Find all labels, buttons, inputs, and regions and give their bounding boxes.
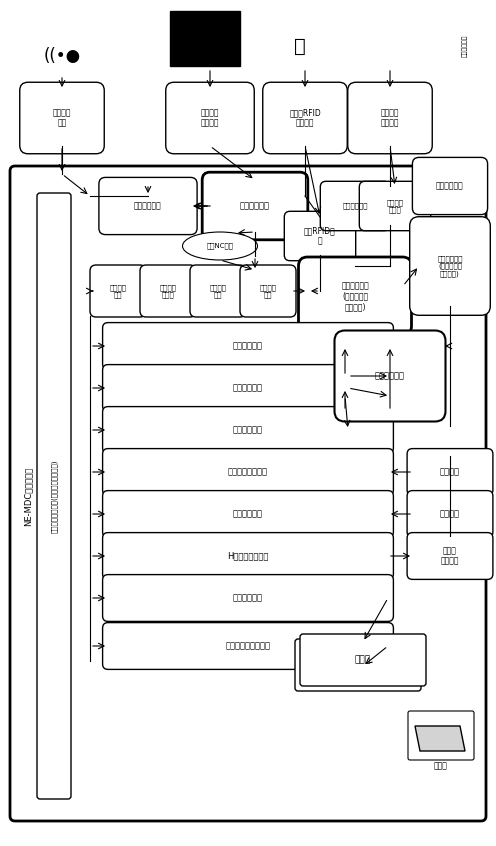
Ellipse shape	[183, 232, 257, 260]
Text: 触摸面板模块
(任务参数、
提醒报告): 触摸面板模块 (任务参数、 提醒报告)	[437, 255, 463, 277]
Text: 设备管理: 设备管理	[440, 509, 460, 519]
FancyBboxPatch shape	[300, 634, 426, 686]
FancyBboxPatch shape	[103, 623, 393, 669]
Text: 作业任务
暂停工: 作业任务 暂停工	[160, 284, 177, 298]
Text: 触屏输入采集: 触屏输入采集	[342, 203, 368, 209]
FancyBboxPatch shape	[410, 217, 491, 316]
FancyBboxPatch shape	[103, 491, 393, 537]
Text: 触摸屏: 触摸屏	[434, 761, 448, 771]
Text: 作业任务
开工: 作业任务 开工	[209, 284, 227, 298]
FancyBboxPatch shape	[20, 82, 104, 154]
Text: 文件数据管理: 文件数据管理	[233, 594, 263, 602]
Text: 数据库: 数据库	[355, 656, 371, 664]
FancyBboxPatch shape	[320, 181, 390, 231]
FancyBboxPatch shape	[407, 491, 493, 537]
Text: 条码RFID采
集: 条码RFID采 集	[304, 226, 336, 245]
FancyBboxPatch shape	[103, 574, 393, 622]
Text: 检测设备状态: 检测设备状态	[134, 201, 162, 211]
FancyBboxPatch shape	[103, 448, 393, 496]
Text: 系统集成与扩展接口: 系统集成与扩展接口	[226, 641, 270, 651]
Text: 🎭: 🎭	[294, 36, 306, 56]
Text: 长寿命
数据存储: 长寿命 数据存储	[441, 547, 459, 566]
FancyBboxPatch shape	[103, 407, 393, 453]
FancyBboxPatch shape	[202, 173, 308, 239]
Text: 数据存储管理: 数据存储管理	[233, 383, 263, 393]
Text: 网络数据
接口: 网络数据 接口	[53, 108, 71, 128]
FancyBboxPatch shape	[407, 448, 493, 496]
FancyBboxPatch shape	[99, 178, 197, 234]
Text: 条码、RFID
数据接口: 条码、RFID 数据接口	[289, 108, 321, 128]
FancyBboxPatch shape	[103, 533, 393, 580]
Text: 展层数据管理: 展层数据管理	[233, 509, 263, 519]
FancyBboxPatch shape	[90, 265, 146, 317]
Text: 设备数据采集: 设备数据采集	[240, 201, 270, 211]
Text: 工具寿命周期管理: 工具寿命周期管理	[228, 468, 268, 476]
Text: 检测设备
数采集: 检测设备 数采集	[386, 199, 404, 213]
FancyBboxPatch shape	[359, 181, 431, 231]
Text: NE-MDC的业务功能: NE-MDC的业务功能	[23, 466, 33, 525]
Text: 设备NC程序: 设备NC程序	[206, 243, 234, 250]
FancyBboxPatch shape	[348, 82, 432, 154]
FancyBboxPatch shape	[284, 212, 356, 261]
Text: H机形号主机屏幕: H机形号主机屏幕	[227, 552, 269, 561]
Text: 打印一般设备: 打印一般设备	[462, 35, 468, 58]
FancyBboxPatch shape	[10, 166, 486, 821]
FancyBboxPatch shape	[299, 257, 412, 335]
Text: 数据通信处理: 数据通信处理	[233, 426, 263, 435]
Text: 检测设备
数据接口: 检测设备 数据接口	[381, 108, 399, 128]
Text: 加工设备
数据接口: 加工设备 数据接口	[201, 108, 219, 128]
Text: 作业任务
领取: 作业任务 领取	[110, 284, 126, 298]
FancyBboxPatch shape	[103, 322, 393, 370]
FancyBboxPatch shape	[190, 265, 246, 317]
Text: 质检数据采集: 质检数据采集	[375, 371, 405, 381]
FancyBboxPatch shape	[103, 365, 393, 411]
Bar	[170, 11, 240, 66]
Text: 任务数据采集
(过程项目、
装配料号): 任务数据采集 (过程项目、 装配料号)	[341, 281, 369, 310]
FancyBboxPatch shape	[37, 193, 71, 799]
FancyBboxPatch shape	[412, 157, 488, 215]
FancyBboxPatch shape	[407, 533, 493, 580]
FancyBboxPatch shape	[166, 82, 254, 154]
Text: 生产出错处理: 生产出错处理	[233, 342, 263, 350]
Polygon shape	[415, 726, 465, 751]
Text: ((•●: ((•●	[44, 47, 80, 65]
Text: 报警管理: 报警管理	[440, 468, 460, 476]
Text: 触屏数据输入: 触屏数据输入	[436, 182, 464, 190]
FancyBboxPatch shape	[263, 82, 347, 154]
Text: 作业任务
完工: 作业任务 完工	[259, 284, 276, 298]
Text: 数据传送处理模块(解压缩、加密解密): 数据传送处理模块(解压缩、加密解密)	[51, 459, 58, 533]
FancyBboxPatch shape	[140, 265, 196, 317]
FancyBboxPatch shape	[334, 331, 445, 421]
FancyBboxPatch shape	[295, 639, 421, 691]
FancyBboxPatch shape	[240, 265, 296, 317]
